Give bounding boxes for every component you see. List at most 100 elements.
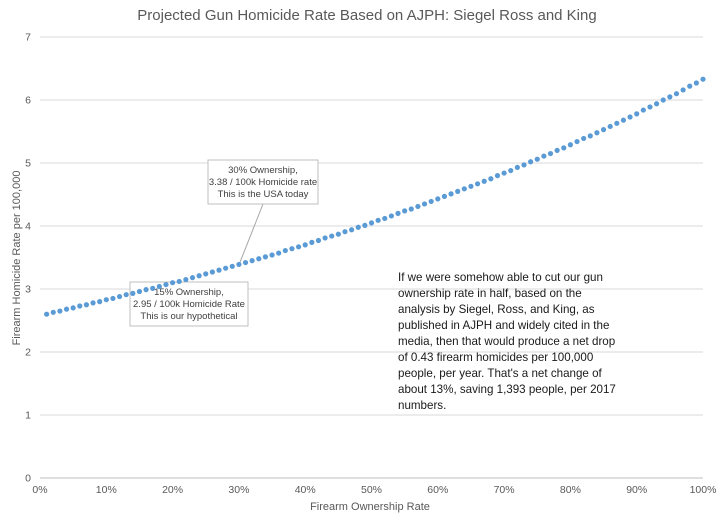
data-point [607, 123, 613, 130]
data-point [554, 147, 560, 153]
data-point [382, 215, 388, 222]
data-point [77, 303, 83, 309]
callout-text: 30% Ownership, [228, 165, 298, 176]
data-point [534, 156, 540, 162]
callout-text: 2.95 / 100k Homicide Rate [133, 299, 245, 310]
data-point [581, 135, 587, 142]
data-point [322, 235, 328, 241]
note-line: published in AJPH and widely cited in th… [398, 319, 610, 332]
data-point [474, 181, 481, 187]
note-line: people, per year. That's a net change of [398, 367, 602, 380]
data-point [249, 258, 255, 264]
data-point [276, 250, 282, 256]
data-point [156, 283, 162, 290]
callout-box [129, 281, 249, 327]
data-point [494, 173, 501, 179]
x-axis-label: Firearm Ownership Rate [310, 501, 430, 513]
note-line: analysis by Siegel, Ross, and King, as [398, 303, 595, 316]
callout-text: This is the USA today [218, 189, 309, 200]
data-point [441, 193, 448, 199]
callout-text: This is our hypothetical [140, 311, 237, 322]
data-point [395, 210, 401, 216]
data-point [116, 293, 123, 300]
data-point [508, 167, 514, 174]
data-point [70, 305, 76, 311]
data-point [428, 198, 434, 205]
data-point [189, 275, 196, 281]
data-point [587, 133, 593, 139]
data-point [256, 256, 262, 262]
data-point [640, 107, 646, 113]
data-point [547, 150, 554, 157]
data-point [110, 295, 116, 302]
data-point [634, 111, 640, 117]
y-tick-label: 2 [25, 347, 31, 359]
data-point [501, 170, 507, 176]
x-tick-label: 100% [690, 484, 717, 496]
data-point [614, 120, 620, 126]
note-line: If we were somehow able to cut our gun [398, 271, 603, 284]
data-point [574, 138, 580, 145]
data-point [541, 153, 547, 159]
data-point [421, 201, 428, 207]
y-tick-label: 3 [25, 284, 31, 296]
note-line: of 0.43 firearm homicides per 100,000 [398, 351, 594, 364]
data-point [123, 292, 129, 298]
data-point [216, 267, 222, 273]
data-point [176, 278, 182, 285]
x-tick-label: 60% [427, 484, 448, 496]
data-point [448, 191, 454, 197]
x-tick-label: 90% [626, 484, 647, 496]
data-point [269, 252, 275, 258]
data-point [342, 229, 348, 235]
data-point [44, 311, 50, 317]
data-point [223, 265, 229, 271]
data-point [236, 261, 242, 268]
data-point [170, 280, 176, 286]
x-tick-label: 70% [494, 484, 515, 496]
data-point [143, 287, 149, 293]
data-point [408, 206, 414, 212]
note-line: ownership rate in half, based on the [398, 287, 582, 300]
y-tick-label: 5 [25, 158, 31, 170]
y-tick-label: 0 [25, 473, 31, 485]
data-point [693, 80, 699, 86]
data-point [63, 306, 70, 312]
data-point [567, 142, 574, 148]
data-point [203, 271, 209, 277]
data-point [561, 145, 567, 151]
data-point [667, 94, 673, 100]
data-point [415, 203, 421, 210]
data-point [295, 244, 302, 250]
x-tick-label: 40% [295, 484, 316, 496]
data-point [163, 281, 169, 288]
data-point [183, 276, 189, 283]
data-point [83, 302, 90, 308]
callouts: 30% Ownership,3.38 / 100k Homicide rateT… [129, 159, 319, 327]
y-tick-label: 6 [25, 95, 31, 107]
data-point [514, 164, 520, 171]
note-line: media, then that would produce a net dro… [398, 335, 616, 348]
x-tick-label: 80% [560, 484, 581, 496]
data-point [481, 178, 487, 184]
data-point [315, 237, 322, 244]
data-point [229, 263, 235, 269]
data-point [647, 104, 653, 110]
data-point [282, 247, 288, 254]
data-point [289, 246, 295, 252]
note-line: numbers. [398, 399, 447, 412]
data-point [594, 130, 600, 136]
data-point [700, 76, 706, 82]
data-point [368, 220, 375, 226]
data-point [209, 269, 215, 275]
data-point [103, 297, 109, 303]
annotation-note: If we were somehow able to cut our gun ow… [398, 270, 648, 414]
x-tick-label: 50% [361, 484, 382, 496]
data-point [309, 239, 315, 245]
data-point [136, 288, 143, 295]
x-axis-ticks: 0% 10% 20% 30% 40% 50% 60% 70% 80% 90% 100% [32, 484, 716, 496]
note-line: about 13%, saving 1,393 people, per 2017 [398, 383, 616, 396]
y-tick-label: 4 [25, 221, 31, 233]
data-point [627, 114, 633, 120]
